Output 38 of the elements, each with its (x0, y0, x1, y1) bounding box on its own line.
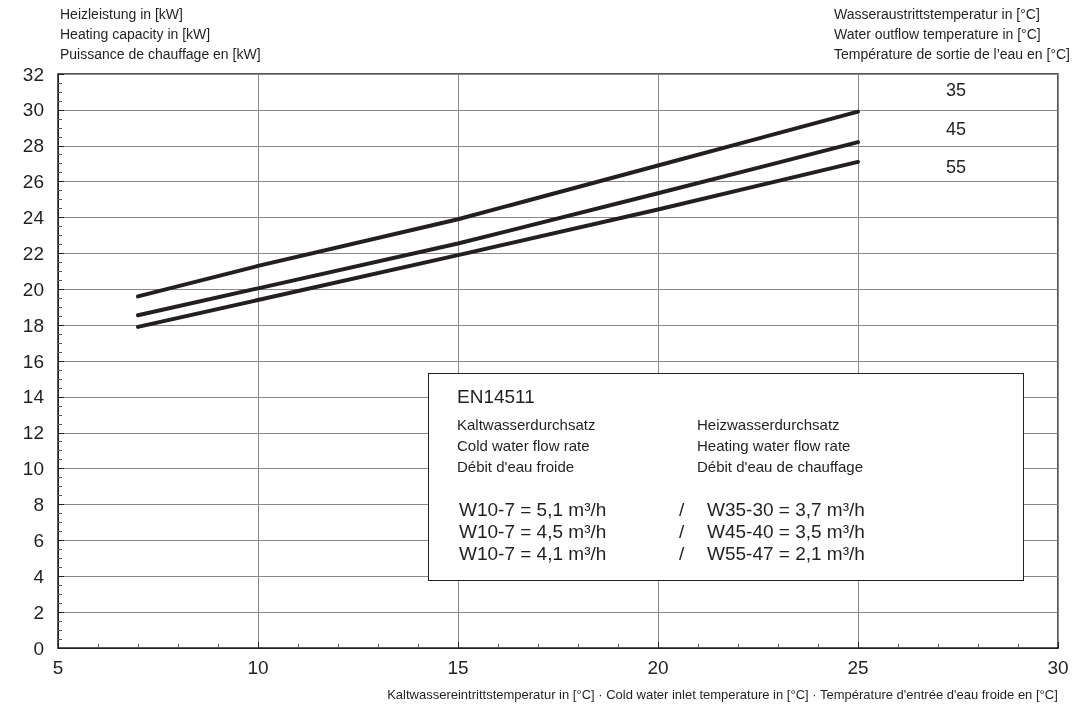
line-series (136, 109, 860, 299)
line-series (136, 140, 860, 318)
x-tick-label: 10 (247, 657, 269, 678)
x-tick-label: 25 (847, 657, 869, 678)
text: 45 (946, 119, 967, 140)
annotation: EN14511 (457, 386, 535, 408)
text: 35 (946, 79, 967, 100)
y-tick-label: 20 (22, 278, 44, 300)
y-tick-label: 0 (33, 637, 44, 659)
x-tick-label: 20 (647, 657, 669, 678)
x-tick-label: 30 (1047, 657, 1069, 678)
y-tick-label: 26 (22, 171, 44, 193)
text: 55 (946, 156, 967, 177)
y-tick-label: 8 (33, 494, 44, 515)
y-tick-label: 12 (22, 422, 44, 444)
y-tick-label: 28 (22, 135, 44, 157)
y-tick-label: 22 (22, 242, 44, 264)
y-tick-label: 30 (22, 99, 44, 121)
x-axis-title: Kaltwassereintrittstemperatur in [°C] · Cold water inlet temperature in [°C] · Température d'entrée d'eau froide en [°C] (387, 687, 1058, 702)
annotation: / / / (679, 499, 685, 565)
annotation: Heizwasserdurchsatz Heating water flow rate Débit d'eau de chauffage (697, 415, 864, 477)
y-tick-label: 4 (33, 565, 45, 587)
annotation: W10-7 = 5,1 m³/h W10-7 = 4,5 m³/h W10-7 = 4,1 m³/h (459, 499, 607, 565)
y-axis-title: Heizleistung in [kW] Heating capacity in [kW] Puissance de chauffage en [kW] (60, 6, 261, 62)
y-tick-label: 32 (22, 63, 44, 85)
y-tick-label: 2 (33, 601, 44, 623)
annotation: W35-30 = 3,7 m³/h W45-40 = 3,5 m³/h W55-47 = 2,1 m³/h (707, 499, 865, 565)
legend-title: Wasseraustrittstemperatur in [°C] Water outflow temperature in [°C] Température de sortie de l’eau en [°C] (834, 6, 1070, 62)
x-tick-label: 5 (52, 657, 64, 678)
x-tick-label: 15 (447, 657, 469, 678)
y-tick-label: 18 (22, 314, 44, 336)
line-series (136, 159, 860, 329)
y-tick-label: 14 (22, 386, 45, 408)
y-tick-label: 16 (22, 350, 44, 372)
annotation: Kaltwasserdurchsatz Cold water flow rate Débit d'eau froide (457, 415, 596, 477)
y-tick-label: 24 (22, 207, 45, 228)
y-tick-label: 10 (22, 458, 44, 480)
y-tick-label: 6 (33, 529, 44, 551)
